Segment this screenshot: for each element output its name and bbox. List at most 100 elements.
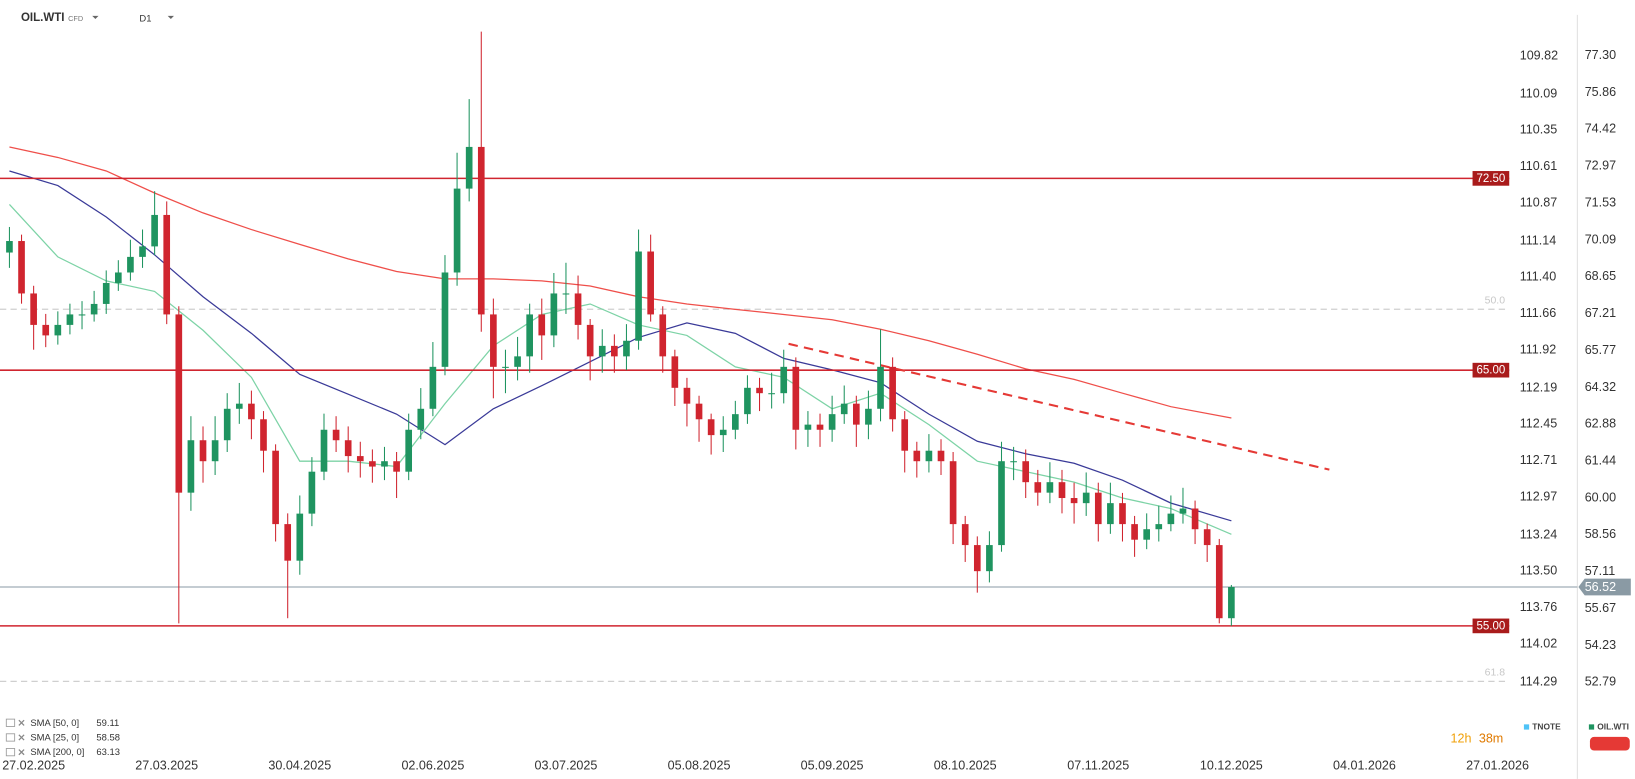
legend-value: 59.11 bbox=[96, 717, 119, 728]
action-button[interactable] bbox=[1589, 736, 1630, 751]
legend-icon bbox=[5, 718, 16, 727]
candle-body bbox=[961, 524, 969, 546]
candle-body bbox=[937, 450, 945, 462]
legend-icon bbox=[5, 748, 16, 757]
candle-body bbox=[901, 419, 909, 451]
candle-body bbox=[199, 440, 207, 462]
candle-body bbox=[865, 408, 872, 425]
candle-body bbox=[1070, 498, 1078, 504]
x-tick-label: 10.12.2025 bbox=[1200, 759, 1263, 773]
candle-body bbox=[1179, 508, 1187, 514]
y-tick-label: 61.44 bbox=[1585, 454, 1616, 468]
candle-body bbox=[18, 241, 25, 294]
candle-body bbox=[768, 393, 775, 395]
legend-swatch bbox=[1523, 724, 1530, 730]
symbol[interactable]: OIL.WTI bbox=[21, 12, 65, 24]
candle-body bbox=[260, 419, 267, 451]
y2-tick-label: 114.29 bbox=[1520, 674, 1558, 688]
level-label-box bbox=[1472, 618, 1510, 634]
y-tick-label: 75.86 bbox=[1585, 85, 1616, 99]
y2-tick-label: 112.45 bbox=[1520, 417, 1558, 431]
y2-tick-label: 110.61 bbox=[1520, 159, 1558, 173]
candle-body bbox=[1203, 529, 1211, 546]
candle-body bbox=[296, 513, 304, 561]
legend-label: SMA [25, 0] bbox=[30, 731, 79, 742]
candle-body bbox=[574, 293, 582, 325]
candle-body bbox=[877, 366, 884, 409]
candle-body bbox=[1010, 461, 1017, 463]
legend-remove[interactable] bbox=[18, 749, 25, 756]
candle-body bbox=[598, 345, 606, 357]
candle-body bbox=[1228, 587, 1235, 619]
candle-body bbox=[465, 146, 473, 189]
x-tick-label: 30.04.2025 bbox=[268, 759, 331, 773]
candle-body bbox=[804, 424, 812, 430]
candle-body bbox=[235, 403, 243, 409]
legend-label: SMA [50, 0] bbox=[30, 717, 79, 728]
y-tick-label: 68.65 bbox=[1585, 269, 1616, 283]
candle-body bbox=[925, 450, 933, 462]
legend-remove[interactable] bbox=[18, 719, 25, 726]
y2-tick-label: 111.66 bbox=[1520, 306, 1557, 320]
candle-body bbox=[792, 366, 800, 430]
y-tick-label: 71.53 bbox=[1585, 196, 1616, 210]
y-tick-label: 77.30 bbox=[1585, 48, 1616, 62]
timeframe[interactable]: D1 bbox=[139, 12, 151, 23]
candle-body bbox=[949, 461, 957, 525]
candle-body bbox=[175, 314, 183, 493]
candle-body bbox=[1094, 492, 1102, 525]
candle-body bbox=[623, 340, 630, 357]
candle-body bbox=[1131, 524, 1138, 540]
countdown-hours: 12h bbox=[1451, 731, 1472, 745]
legend-instrument: TNOTE bbox=[1532, 722, 1561, 732]
y2-tick-label: 111.92 bbox=[1520, 343, 1557, 357]
y2-tick-label: 113.76 bbox=[1520, 600, 1558, 614]
last-price-label: 56.52 bbox=[1585, 580, 1616, 594]
candle-body bbox=[272, 450, 279, 525]
countdown-minutes: 38m bbox=[1479, 731, 1503, 745]
legend-instrument: OIL.WTI bbox=[1597, 722, 1629, 732]
candle-body bbox=[381, 461, 388, 467]
y2-tick-label: 111.14 bbox=[1520, 233, 1557, 247]
candle-body bbox=[1119, 503, 1126, 525]
timeframe-caret[interactable] bbox=[167, 15, 174, 20]
level-label-box bbox=[1472, 362, 1510, 378]
candle-body bbox=[211, 440, 219, 462]
candle-body bbox=[90, 303, 98, 315]
y2-tick-label: 109.82 bbox=[1520, 48, 1558, 62]
y2-tick-label: 110.87 bbox=[1520, 195, 1558, 209]
candle-body bbox=[332, 429, 340, 441]
y-tick-label: 67.21 bbox=[1585, 306, 1616, 320]
candle-body bbox=[986, 545, 993, 572]
candle-body bbox=[973, 545, 981, 572]
candle-body bbox=[356, 456, 364, 462]
candle-body bbox=[453, 188, 461, 273]
symbol-caret[interactable] bbox=[92, 15, 99, 20]
candle-body bbox=[1046, 482, 1054, 493]
candle-body bbox=[756, 387, 763, 394]
candle-body bbox=[780, 366, 788, 394]
candle-body bbox=[562, 293, 570, 295]
x-tick-label: 02.06.2025 bbox=[401, 759, 464, 773]
y2-tick-label: 110.35 bbox=[1520, 123, 1558, 137]
candle-body bbox=[1191, 508, 1199, 530]
candle-body bbox=[78, 314, 86, 316]
legend-remove[interactable] bbox=[18, 734, 25, 741]
candle-body bbox=[429, 366, 437, 409]
y-tick-label: 65.77 bbox=[1585, 343, 1616, 357]
candle-body bbox=[586, 324, 594, 357]
x-tick-label: 07.11.2025 bbox=[1067, 759, 1129, 773]
candle-body bbox=[6, 241, 13, 253]
candle-body bbox=[635, 251, 642, 341]
candle-body bbox=[550, 293, 558, 336]
x-tick-label: 05.09.2025 bbox=[801, 759, 864, 773]
y2-tick-label: 112.19 bbox=[1520, 380, 1558, 394]
candle-body bbox=[308, 471, 316, 514]
x-tick-label: 04.01.2026 bbox=[1333, 759, 1396, 773]
y2-tick-label: 113.50 bbox=[1520, 564, 1558, 578]
y2-tick-label: 114.02 bbox=[1520, 637, 1558, 651]
legend-value: 58.58 bbox=[96, 731, 120, 742]
candle-body bbox=[1034, 482, 1042, 493]
y-tick-label: 52.79 bbox=[1585, 675, 1616, 689]
